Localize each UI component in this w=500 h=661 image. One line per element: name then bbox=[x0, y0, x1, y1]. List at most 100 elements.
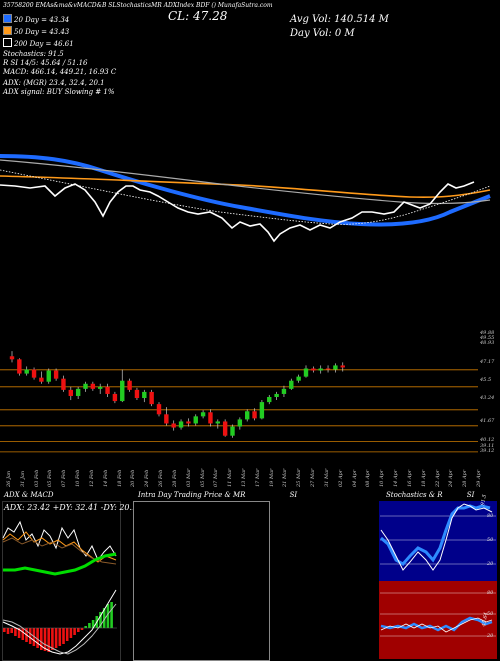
candle-body bbox=[237, 419, 243, 427]
legend-ma200-text: 200 Day = 46.61 bbox=[14, 40, 74, 48]
candle-body bbox=[149, 391, 154, 405]
intraday-panel-title: Intra Day Trading Price & MR SI bbox=[138, 491, 297, 499]
candle bbox=[17, 358, 22, 376]
legend-ma200: 200 Day = 46.61 bbox=[3, 38, 74, 48]
candle bbox=[186, 418, 191, 427]
candle-body bbox=[83, 383, 88, 389]
candle-body bbox=[340, 365, 345, 368]
ma-orange-line bbox=[0, 175, 491, 199]
adx-values: ADX: 23.42 +DY: 32.41 -DY: 20.11 bbox=[4, 503, 143, 512]
date-label: 25 Mar bbox=[296, 468, 303, 487]
candle-body bbox=[98, 386, 103, 389]
legend-ma20-text: 20 Day = 43.34 bbox=[14, 16, 70, 24]
candle bbox=[156, 402, 162, 417]
date-label: 03 Mar bbox=[185, 468, 192, 487]
price-label: 40.12 bbox=[480, 437, 495, 443]
date-label: 21 Mar bbox=[282, 468, 289, 487]
price-label: 39.12 bbox=[480, 448, 495, 454]
candle-body bbox=[311, 368, 316, 371]
candle-body bbox=[215, 421, 220, 424]
date-label: 26 Jan bbox=[6, 470, 12, 487]
candle bbox=[333, 363, 338, 373]
candle-body bbox=[208, 412, 213, 424]
candle-body bbox=[127, 380, 132, 390]
rsi-readout: R SI 14/5: 45.64 / 51.16 bbox=[3, 59, 88, 67]
date-label: 14 Apr bbox=[393, 469, 400, 487]
stoch-tick-80: 80 bbox=[487, 513, 494, 519]
date-label: 19 Mar bbox=[268, 468, 275, 487]
candle-body bbox=[318, 368, 323, 371]
candle-body bbox=[193, 416, 198, 424]
price-label: 39.11 bbox=[480, 443, 495, 449]
legend-ma50: 50 Day = 43.43 bbox=[3, 26, 69, 36]
candle bbox=[90, 381, 96, 391]
candle bbox=[193, 414, 198, 426]
close-price: CL: 47.28 bbox=[168, 9, 228, 23]
candle bbox=[289, 378, 294, 390]
ma-white-dotted-line bbox=[0, 169, 491, 225]
date-label: 24 Apr bbox=[448, 469, 455, 487]
candle-body bbox=[164, 414, 169, 424]
candle-body bbox=[186, 421, 191, 424]
candle bbox=[245, 409, 250, 422]
date-label: 11 Mar bbox=[227, 468, 234, 487]
moving-average-lines bbox=[0, 154, 491, 243]
date-label: 22 Apr bbox=[434, 469, 441, 487]
candle bbox=[200, 410, 206, 419]
avg-volume: Avg Vol: 140.514 M bbox=[290, 14, 389, 25]
date-label: 28 Feb bbox=[171, 469, 178, 487]
date-label: 04 Apr bbox=[351, 469, 358, 487]
candle bbox=[303, 365, 309, 378]
candle-body bbox=[325, 368, 331, 370]
candle bbox=[112, 391, 118, 404]
candle bbox=[53, 368, 59, 381]
rsi-tick-80: 80 bbox=[487, 590, 494, 596]
candle-body bbox=[245, 411, 250, 420]
date-label: 24 Feb bbox=[144, 469, 151, 487]
adx-readout: ADX: (MGR) 23.4, 32.4, 20.1 bbox=[3, 79, 105, 87]
date-label: 29 Apr bbox=[476, 469, 482, 487]
candle bbox=[149, 389, 154, 407]
date-label: 27 Mar bbox=[310, 468, 317, 487]
candle bbox=[222, 419, 228, 437]
candle bbox=[142, 389, 147, 403]
price-chart bbox=[0, 154, 491, 453]
candle bbox=[215, 419, 220, 429]
candle-body bbox=[200, 412, 206, 417]
candle bbox=[296, 374, 301, 383]
candle bbox=[105, 383, 110, 397]
legend-swatch-orange bbox=[3, 26, 12, 35]
date-label: 05 Feb bbox=[47, 469, 54, 487]
candle bbox=[83, 381, 88, 392]
candle-body bbox=[230, 426, 235, 436]
candle bbox=[208, 409, 213, 427]
adx-panel-title: ADX & MACD bbox=[4, 491, 54, 499]
candle bbox=[311, 366, 316, 373]
candle-body bbox=[259, 402, 265, 419]
candle bbox=[127, 378, 132, 392]
candle-body bbox=[142, 391, 147, 399]
candle-body bbox=[281, 388, 287, 394]
candle-body bbox=[39, 377, 44, 382]
candle bbox=[230, 424, 235, 438]
stochastics-readout: Stochastics: 91.5 bbox=[3, 50, 64, 58]
candle-body bbox=[296, 376, 301, 381]
adx-macd-panel bbox=[2, 501, 121, 661]
price-label: 48.93 bbox=[480, 340, 495, 346]
stoch-tick-50: 50 bbox=[487, 537, 494, 543]
candle bbox=[61, 375, 66, 392]
macd-readout: MACD: 466.14, 449.21, 16.93 C bbox=[3, 68, 117, 76]
ma-blue-line bbox=[0, 154, 491, 227]
ma-gray-line bbox=[0, 159, 491, 205]
candle bbox=[9, 351, 15, 363]
candle-body bbox=[31, 369, 37, 378]
candle-body bbox=[252, 411, 257, 419]
candle bbox=[267, 394, 272, 405]
stochastics-panel bbox=[379, 501, 497, 581]
date-label: 10 Feb bbox=[75, 469, 82, 487]
rsi-panel bbox=[379, 581, 497, 659]
date-label: 03 Feb bbox=[33, 469, 40, 487]
price-levels bbox=[0, 369, 478, 453]
date-label: 20 Feb bbox=[130, 469, 137, 487]
candle-body bbox=[267, 397, 272, 403]
